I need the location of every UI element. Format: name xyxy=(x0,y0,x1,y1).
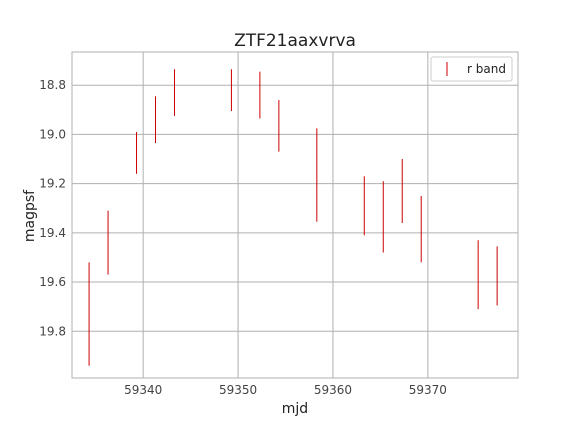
x-axis-label: mjd xyxy=(282,401,308,417)
y-tick-label: 19.6 xyxy=(39,275,66,289)
y-tick-label: 18.8 xyxy=(39,78,66,92)
y-tick-label: 19.0 xyxy=(39,127,66,141)
grid-lines xyxy=(72,52,518,378)
x-tick-label: 59360 xyxy=(314,383,352,397)
legend: r band xyxy=(430,56,513,82)
y-axis-label: magpsf xyxy=(22,189,38,242)
plot-frame xyxy=(71,51,519,379)
legend-label: r band xyxy=(467,62,506,76)
x-tick-label: 59340 xyxy=(124,383,162,397)
x-tick-label: 59370 xyxy=(409,383,447,397)
x-tick-label: 59350 xyxy=(219,383,257,397)
tick-labels: 59340 59350 59360 59370 18.8 19.0 19.2 19.4 19.6… xyxy=(39,78,447,397)
y-tick-label: 19.2 xyxy=(39,177,66,191)
plot-area xyxy=(72,52,518,378)
y-tick-label: 19.4 xyxy=(39,226,66,240)
chart-title: ZTF21aaxvrva xyxy=(234,31,356,51)
legend-box xyxy=(430,56,513,82)
y-tick-label: 19.8 xyxy=(39,324,66,338)
error-bars xyxy=(88,69,498,366)
